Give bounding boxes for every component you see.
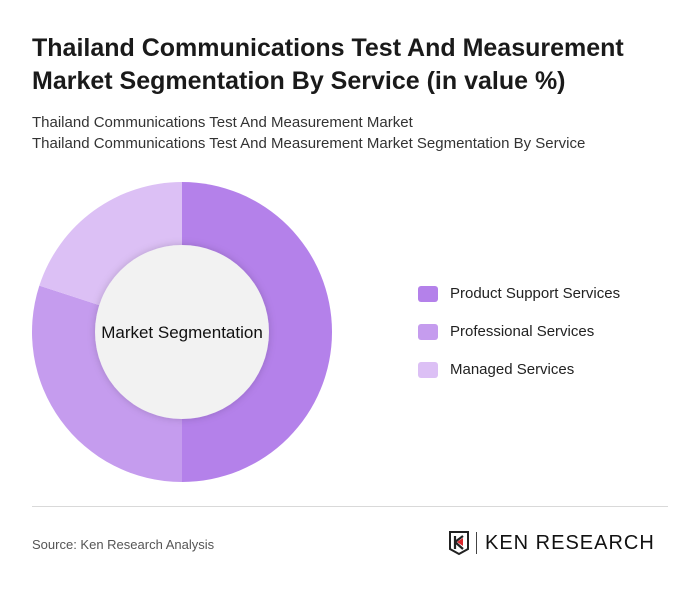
legend-swatch — [418, 285, 438, 302]
center-label: Market Segmentation — [101, 323, 263, 342]
divider — [32, 506, 668, 507]
subtitle-segmentation: Thailand Communications Test And Measure… — [32, 135, 586, 152]
subtitle-market: Thailand Communications Test And Measure… — [32, 114, 413, 131]
legend-label: Product Support Services — [450, 285, 621, 302]
ken-research-logo: KEN RESEARCH — [448, 530, 655, 556]
legend-item-managed[interactable]: Managed Services — [418, 360, 620, 379]
donut-center — [95, 245, 269, 419]
legend-label: Managed Services — [450, 361, 575, 378]
chart-title: Thailand Communications Test And Measure… — [32, 34, 624, 95]
legend-item-product-support[interactable]: Product Support Services — [418, 284, 620, 303]
ken-logo-icon — [449, 531, 469, 556]
legend-swatch — [418, 323, 438, 340]
donut-chart: Market Segmentation — [31, 182, 332, 482]
source-note: Source: Ken Research Analysis — [32, 537, 215, 552]
legend: Product Support Services Professional Se… — [418, 284, 620, 398]
logo-text: KEN RESEARCH — [485, 531, 655, 554]
legend-item-professional[interactable]: Professional Services — [418, 322, 620, 341]
legend-label: Professional Services — [450, 323, 595, 340]
legend-swatch — [418, 361, 438, 378]
